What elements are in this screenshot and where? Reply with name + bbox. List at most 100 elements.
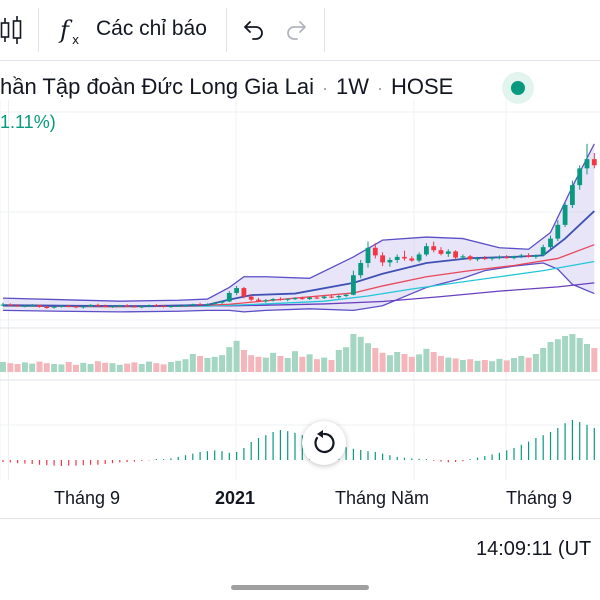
candle-body: [380, 255, 385, 263]
volume-bar: [292, 351, 298, 372]
x-tick-label: 2021: [215, 488, 256, 508]
volume-bar: [109, 363, 116, 372]
x-tick-label: Tháng Năm: [335, 488, 430, 508]
candle-body: [219, 301, 225, 303]
candle-body: [504, 256, 510, 259]
indicators-button[interactable]: Các chỉ báo: [96, 17, 207, 40]
home-indicator[interactable]: [231, 585, 369, 590]
candle-body: [139, 306, 145, 308]
candle-body: [299, 298, 305, 300]
volume-bar: [438, 356, 444, 372]
volume-bar: [489, 361, 496, 372]
candle-body: [497, 256, 502, 258]
toolbar-divider: [38, 8, 39, 52]
volume-bar: [146, 361, 152, 372]
candle-body: [460, 256, 466, 258]
candle-body: [489, 257, 495, 259]
price-change: 1.11%): [0, 112, 56, 132]
volume-bar: [7, 363, 14, 372]
interval-label[interactable]: 1W: [335, 74, 369, 99]
chart-canvas[interactable]: [0, 100, 600, 520]
reset-icon: [314, 430, 335, 454]
volume-bar: [277, 356, 284, 372]
candle-body: [562, 204, 568, 225]
symbol-name: hần Tập đoàn Đức Long Gia Lai: [0, 74, 314, 99]
volume-bar: [547, 342, 554, 372]
candle-body: [73, 306, 79, 308]
candle-body: [197, 304, 203, 306]
bollinger-fill: [3, 143, 595, 312]
candle-body: [183, 305, 188, 307]
volume-bar: [313, 359, 320, 372]
volume-bar: [394, 352, 401, 372]
candle-body: [153, 305, 159, 307]
volume-bar: [591, 348, 598, 372]
volume-bar: [175, 360, 182, 372]
candle-body: [175, 305, 181, 307]
candle-body: [387, 259, 393, 263]
candle-body: [59, 305, 64, 307]
volume-bar: [233, 340, 240, 372]
volume-bar: [423, 348, 430, 372]
volume-bar: [138, 364, 145, 372]
candle-body: [416, 254, 422, 261]
candle-body: [80, 306, 86, 308]
candle-body: [445, 251, 451, 254]
bollinger-lower-line: [2, 262, 595, 313]
volume-bar: [416, 354, 423, 372]
time-axis-border: [0, 518, 600, 519]
volume-bar: [386, 355, 393, 372]
fx-icon[interactable]: f x: [58, 14, 86, 48]
volume-bar: [343, 347, 350, 372]
candle-body: [372, 247, 378, 256]
volume-bar: [569, 334, 576, 372]
volume-bar: [532, 354, 539, 372]
volume-bar: [350, 334, 357, 372]
toolbar-divider: [324, 8, 325, 52]
clock-display: 14:09:11 (UT: [476, 538, 592, 560]
volume-bar: [197, 356, 204, 372]
candle-body: [51, 306, 57, 308]
candle-body: [190, 304, 196, 306]
candle-body: [161, 305, 166, 307]
candle-body: [37, 305, 42, 308]
candle-body: [234, 288, 239, 293]
toolbar-divider: [226, 8, 227, 52]
candle-body: [132, 306, 137, 308]
volume-bar: [262, 357, 269, 372]
undo-icon[interactable]: [240, 17, 266, 43]
candle-body: [511, 256, 517, 259]
volume-bar: [131, 362, 138, 372]
candle-body: [270, 299, 276, 301]
candle-body: [241, 288, 247, 297]
volume-bar: [160, 364, 167, 372]
volume-bar: [43, 363, 50, 372]
candle-body: [44, 307, 50, 309]
candle-body: [343, 294, 349, 297]
market-status-indicator[interactable]: [502, 72, 534, 104]
volume-bar: [503, 360, 510, 372]
reset-chart-button[interactable]: [302, 421, 346, 465]
volume-bar: [153, 363, 160, 372]
candle-body: [263, 300, 269, 302]
candle-body: [518, 255, 524, 257]
volume-bar: [467, 359, 474, 372]
candle-body: [329, 296, 334, 298]
candle-body: [15, 305, 20, 307]
volume-bar: [182, 359, 189, 372]
candle-body: [402, 256, 407, 259]
volume-bar: [430, 352, 437, 372]
candle-body: [584, 159, 590, 169]
volume-bar: [372, 348, 379, 372]
volume-bar: [459, 360, 466, 372]
volume-bar: [116, 364, 123, 372]
exchange-label: HOSE: [390, 74, 454, 99]
bollinger-upper-line: [2, 143, 595, 302]
candle-body: [438, 250, 444, 254]
candles-icon[interactable]: [0, 14, 24, 46]
x-tick-label: Tháng 9: [54, 488, 121, 508]
volume-bar: [357, 336, 364, 372]
redo-icon[interactable]: [284, 17, 310, 43]
volume-bar: [299, 356, 306, 372]
candle-body: [351, 275, 356, 295]
